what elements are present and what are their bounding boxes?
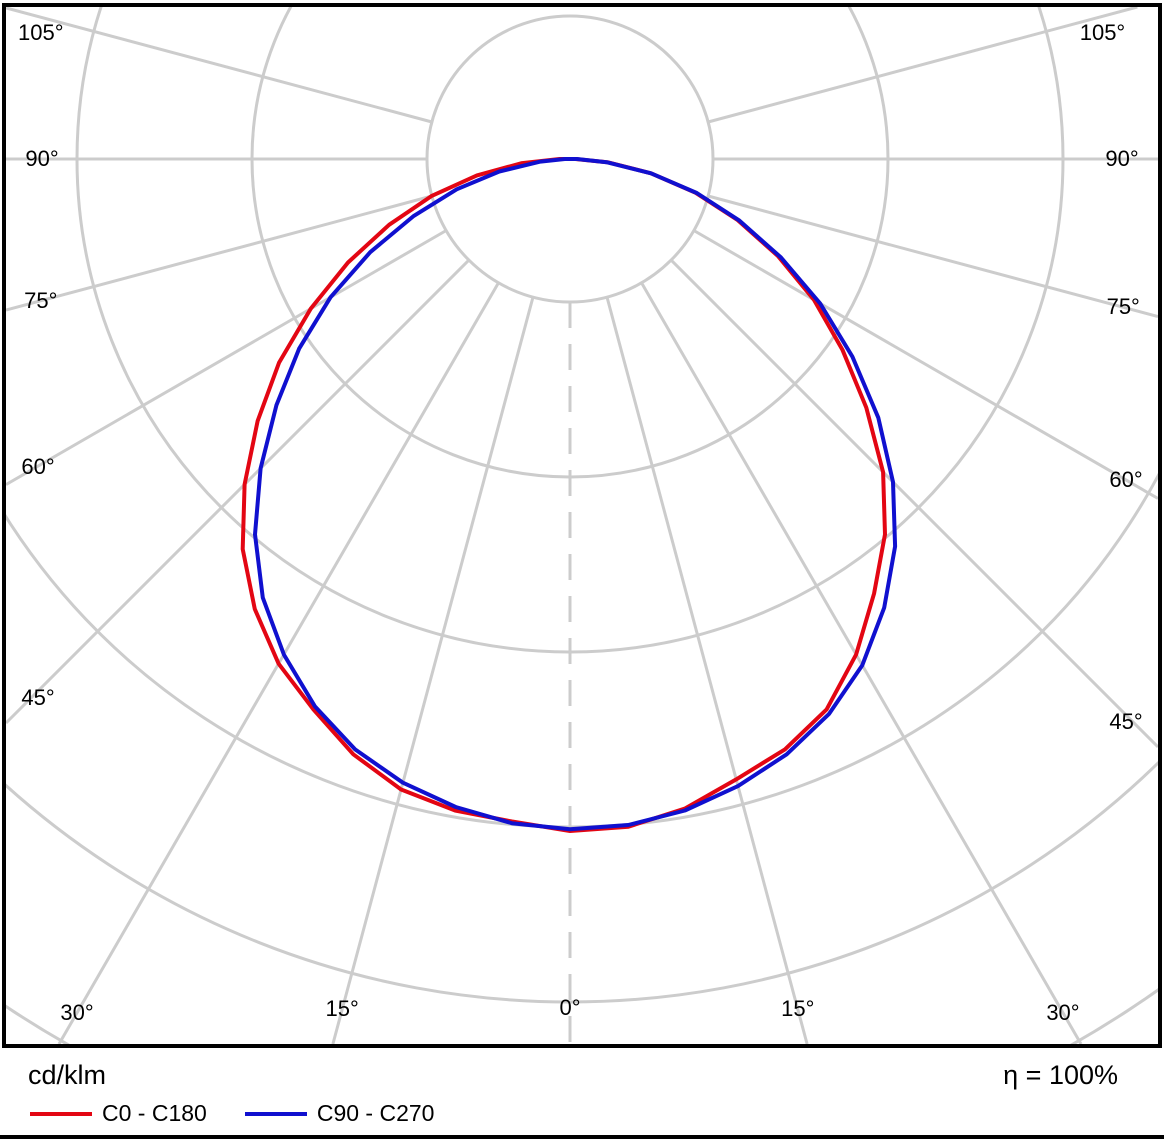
gamma-label-45-right: 45° xyxy=(1109,708,1143,734)
gamma-label-105-right: 105° xyxy=(1079,20,1126,45)
legend: C0 - C180 C90 - C270 xyxy=(30,1102,472,1125)
efficiency-label: η = 100% xyxy=(1003,1060,1118,1090)
curve-c90-c270 xyxy=(253,157,898,832)
gamma-label-30-right: 30° xyxy=(1046,999,1080,1025)
gamma-label-60-right: 60° xyxy=(1109,467,1143,493)
gamma-label-90-right: 90° xyxy=(1105,146,1139,171)
grid-ray xyxy=(6,229,447,486)
gamma-label-60-left: 60° xyxy=(21,453,55,479)
gamma-label-75-left: 75° xyxy=(24,287,58,313)
polar-chart-svg xyxy=(6,7,1158,1044)
bottom-rule xyxy=(0,1135,1164,1139)
legend-swatch-c90 xyxy=(244,1111,307,1116)
gamma-label-45-left: 45° xyxy=(21,684,55,710)
legend-label-c0: C0 - C180 xyxy=(102,1100,207,1126)
grid-ray xyxy=(6,194,433,312)
gamma-label-90-left: 90° xyxy=(25,146,59,171)
unit-label: cd/klm xyxy=(28,1060,107,1090)
gamma-label-0: 0° xyxy=(559,995,581,1020)
grid-ring xyxy=(6,988,1158,1044)
polar-chart-area: 105° 90° 75° 60° 45° 30° 15° 0° 15° 30° 45° 60° 75° 9… xyxy=(2,3,1162,1048)
legend-swatch-c0 xyxy=(30,1111,92,1116)
grid-ray xyxy=(605,296,809,1044)
gamma-label-15-left: 15° xyxy=(325,996,359,1022)
grid-ring xyxy=(6,472,1158,829)
grid-ray xyxy=(707,7,1138,124)
gamma-label-75-right: 75° xyxy=(1106,294,1140,320)
gamma-label-30-left: 30° xyxy=(60,999,94,1025)
grid-ray xyxy=(6,259,470,725)
grid-rays xyxy=(6,7,1158,1044)
intensity-curves xyxy=(240,157,898,833)
grid-ray xyxy=(693,229,1158,500)
gamma-label-15-right: 15° xyxy=(781,996,815,1022)
grid-ring xyxy=(6,760,1158,1004)
grid-ray xyxy=(6,7,433,124)
grid-rings xyxy=(6,7,1158,1044)
grid-ray xyxy=(670,259,1158,749)
grid-ray xyxy=(331,296,535,1044)
grid-ray xyxy=(707,194,1158,319)
chart-footer: cd/klm η = 100% C0 - C180 C90 - C270 xyxy=(0,1050,1164,1136)
legend-label-c90: C90 - C270 xyxy=(316,1100,435,1126)
gamma-label-105-left: 105° xyxy=(18,20,64,45)
